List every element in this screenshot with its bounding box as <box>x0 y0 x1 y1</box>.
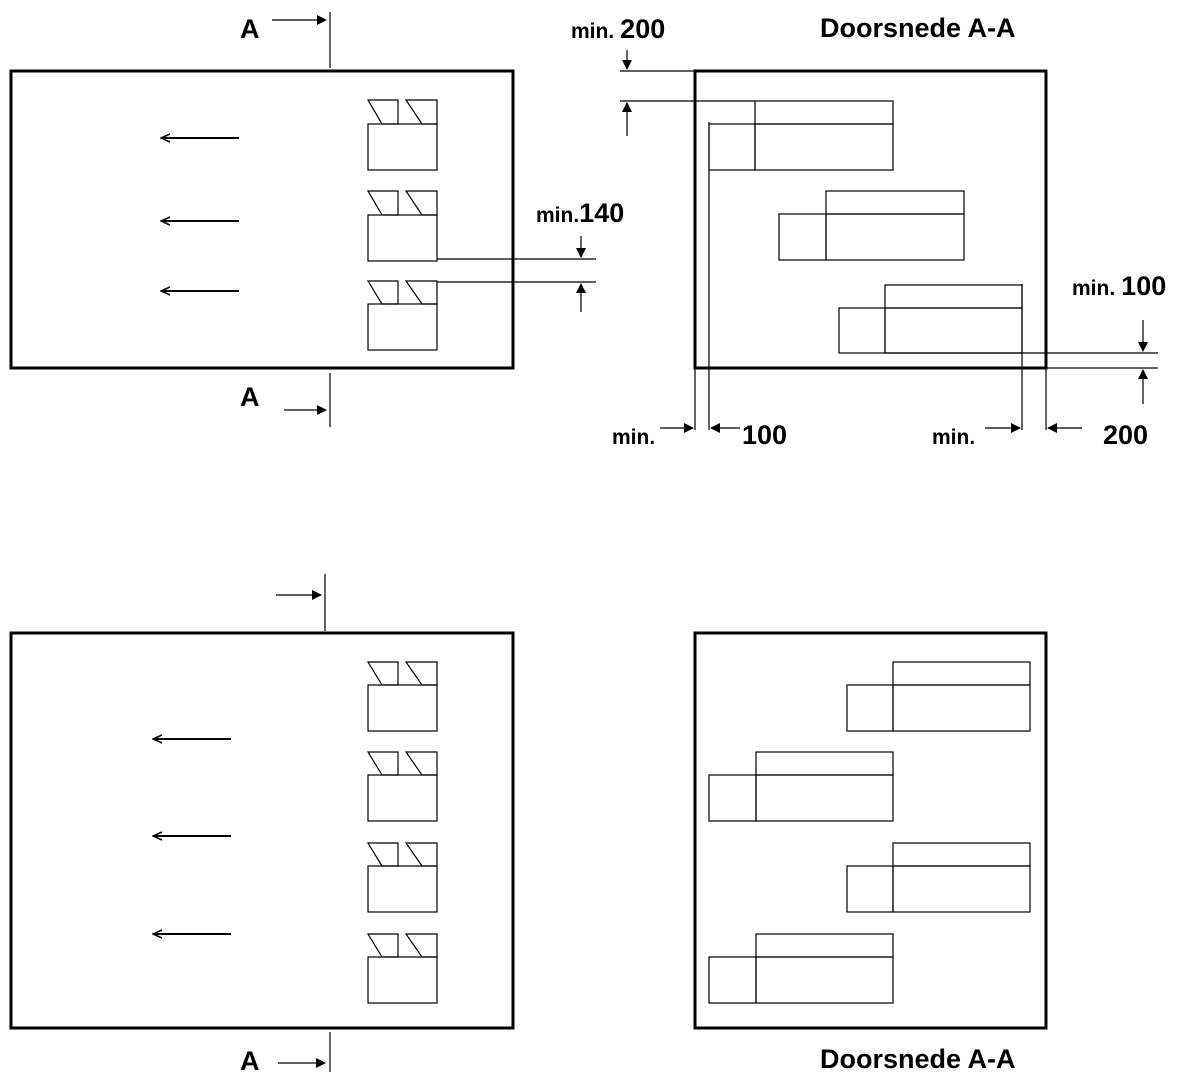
top-section-title: Doorsnede A-A <box>820 13 1016 43</box>
bottom-plan-view: A <box>9 574 515 1074</box>
section-unit <box>778 190 965 261</box>
bottom-section-frame <box>693 631 1048 1030</box>
top-plan-view: A A min.140 <box>9 12 624 427</box>
dim-100-right-label: min. 100 <box>1072 271 1166 301</box>
fixture <box>366 190 438 262</box>
section-unit <box>708 933 894 1004</box>
top-section-marker-bottom: A <box>240 382 260 412</box>
fixture <box>366 661 438 732</box>
fixture <box>366 280 438 351</box>
section-unit <box>846 661 1031 732</box>
bottom-section-view: Doorsnede A-A <box>693 631 1048 1074</box>
section-unit <box>846 842 1031 913</box>
top-section-marker-top: A <box>240 14 260 44</box>
dim-200-right-prefix: min. <box>932 426 975 449</box>
top-plan-frame <box>9 69 515 370</box>
fixture <box>366 933 438 1004</box>
bottom-plan-frame <box>9 631 515 1030</box>
fixture <box>366 842 438 913</box>
bottom-section-marker: A <box>240 1046 260 1074</box>
dim-140-label: min.140 <box>536 198 624 228</box>
top-section-frame <box>693 69 1048 370</box>
top-section-view: Doorsnede A-A min. 200 <box>571 13 1166 450</box>
dim-100-left-prefix: min. <box>612 426 655 449</box>
section-unit <box>708 100 894 171</box>
fixture <box>366 99 438 171</box>
dim-200-right-value: 200 <box>1103 420 1148 450</box>
section-unit <box>708 751 894 822</box>
dim-200-top-label: min. 200 <box>571 14 665 44</box>
bottom-section-title: Doorsnede A-A <box>820 1044 1016 1074</box>
fixture <box>366 751 438 822</box>
section-unit <box>838 284 1023 354</box>
dim-100-left-value: 100 <box>742 420 787 450</box>
